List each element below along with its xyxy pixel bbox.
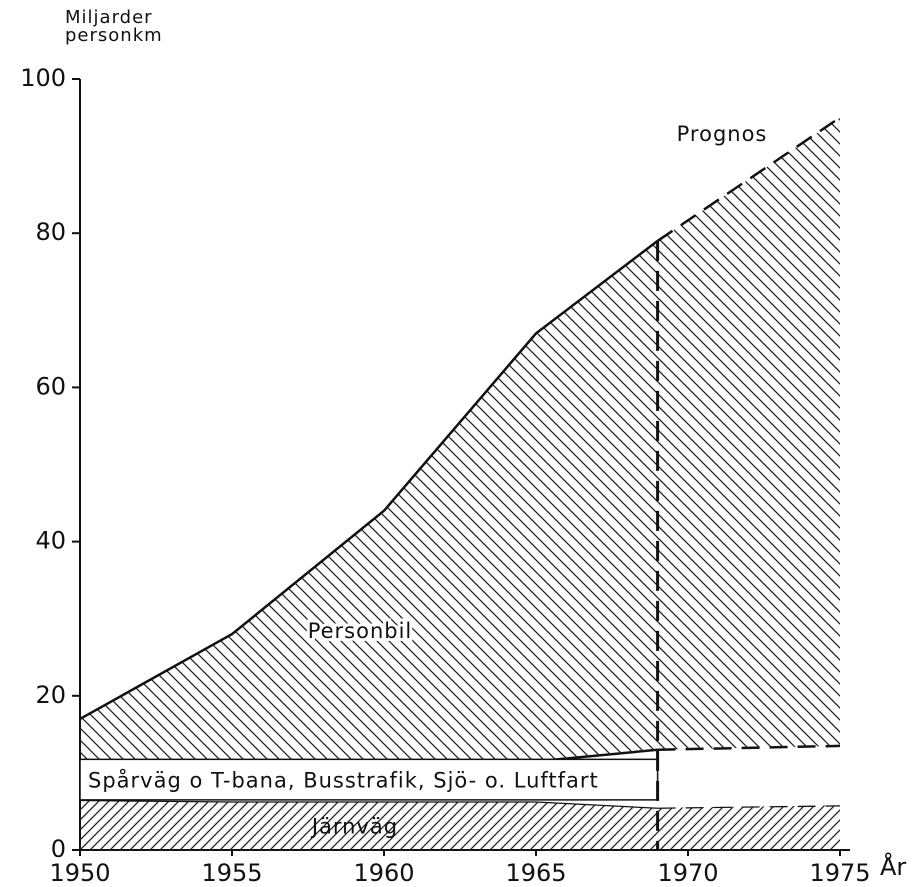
series-label: Järnväg xyxy=(310,815,398,839)
series-label: Spårväg o T-bana, Busstrafik, Sjö- o. Lu… xyxy=(88,768,599,793)
area xyxy=(80,117,840,770)
y-tick-label: 60 xyxy=(35,372,66,400)
x-tick-label: 1955 xyxy=(201,859,262,887)
x-tick-label: 1960 xyxy=(353,859,414,887)
x-axis-label: År xyxy=(880,852,906,881)
x-tick-label: 1950 xyxy=(49,859,110,887)
y-tick-label: 80 xyxy=(35,218,66,246)
series-label: Personbil xyxy=(308,619,413,643)
y-tick-label: 40 xyxy=(35,527,66,555)
y-tick-label: 0 xyxy=(51,835,66,863)
x-tick-label: 1965 xyxy=(505,859,566,887)
x-tick-label: 1970 xyxy=(657,859,718,887)
y-tick-label: 100 xyxy=(20,64,66,92)
x-tick-label: 1975 xyxy=(809,859,870,887)
area xyxy=(80,799,840,850)
area-line xyxy=(656,116,841,242)
forecast-label: Prognos xyxy=(677,122,768,146)
area-line xyxy=(79,239,659,721)
y-tick-label: 20 xyxy=(35,681,66,709)
y-axis-label: Miljarder personkm xyxy=(65,7,163,46)
label-box xyxy=(79,758,659,801)
